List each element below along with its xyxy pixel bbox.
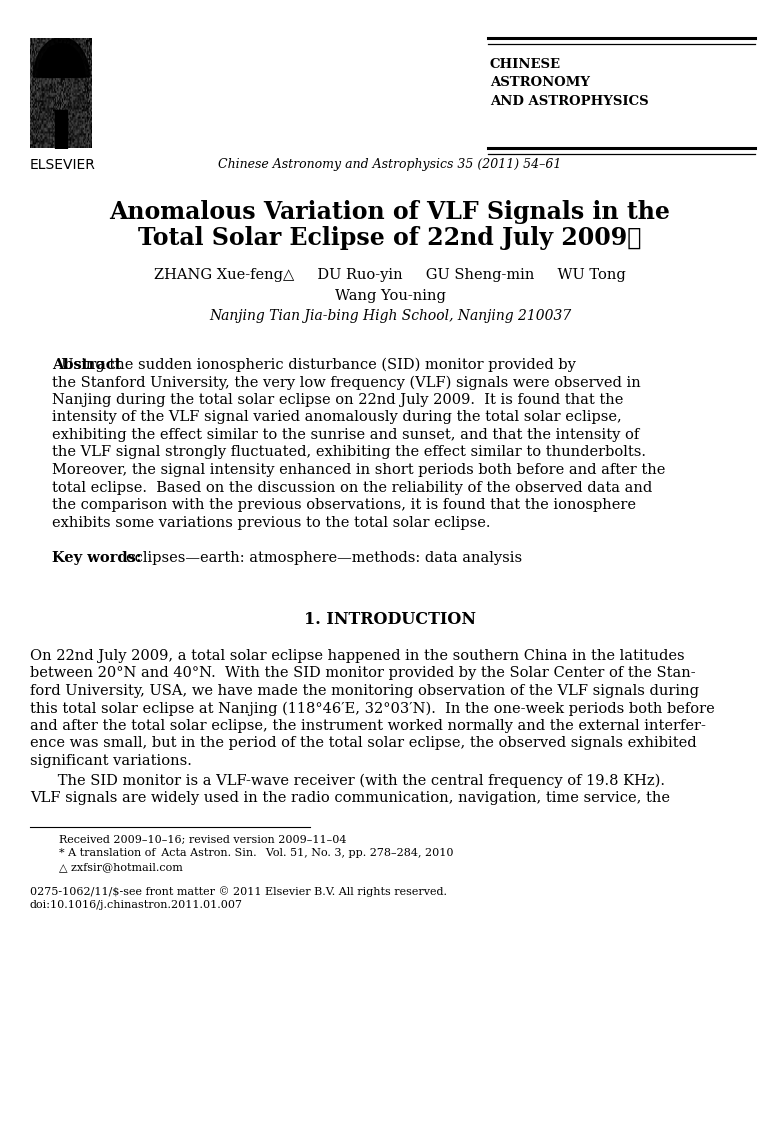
Text: ELSEVIER: ELSEVIER	[30, 158, 96, 172]
Text: 0275-1062/11/$-see front matter © 2011 Elsevier B.V. All rights reserved.: 0275-1062/11/$-see front matter © 2011 E…	[30, 887, 447, 897]
Text: Wang You-ning: Wang You-ning	[335, 289, 445, 303]
Text: exhibits some variations previous to the total solar eclipse.: exhibits some variations previous to the…	[52, 516, 491, 530]
Text: Anomalous Variation of VLF Signals in the: Anomalous Variation of VLF Signals in th…	[109, 200, 671, 225]
Text: Moreover, the signal intensity enhanced in short periods both before and after t: Moreover, the signal intensity enhanced …	[52, 463, 665, 477]
Text: ence was small, but in the period of the total solar eclipse, the observed signa: ence was small, but in the period of the…	[30, 736, 697, 751]
Text: the Stanford University, the very low frequency (VLF) signals were observed in: the Stanford University, the very low fr…	[52, 375, 640, 390]
Text: * A translation of  Acta Astron. Sin.   Vol. 51, No. 3, pp. 278–284, 2010: * A translation of Acta Astron. Sin. Vol…	[52, 848, 453, 858]
Text: this total solar eclipse at Nanjing (118°46′E, 32°03′N).  In the one-week period: this total solar eclipse at Nanjing (118…	[30, 702, 714, 716]
Text: The SID monitor is a VLF-wave receiver (with the central frequency of 19.8 KHz).: The SID monitor is a VLF-wave receiver (…	[30, 773, 665, 788]
Text: the comparison with the previous observations, it is found that the ionosphere: the comparison with the previous observa…	[52, 498, 636, 511]
Text: ZHANG Xue-feng△     DU Ruo-yin     GU Sheng-min     WU Tong: ZHANG Xue-feng△ DU Ruo-yin GU Sheng-min …	[154, 268, 626, 282]
Text: Using the sudden ionospheric disturbance (SID) monitor provided by: Using the sudden ionospheric disturbance…	[52, 358, 576, 372]
Text: VLF signals are widely used in the radio communication, navigation, time service: VLF signals are widely used in the radio…	[30, 792, 670, 805]
Text: between 20°N and 40°N.  With the SID monitor provided by the Solar Center of the: between 20°N and 40°N. With the SID moni…	[30, 667, 696, 680]
Text: 1. INTRODUCTION: 1. INTRODUCTION	[304, 611, 476, 628]
Text: Received 2009–10–16; revised version 2009–11–04: Received 2009–10–16; revised version 200…	[52, 835, 346, 845]
Text: △ zxfsir@hotmail.com: △ zxfsir@hotmail.com	[52, 863, 183, 872]
Text: CHINESE
ASTRONOMY
AND ASTROPHYSICS: CHINESE ASTRONOMY AND ASTROPHYSICS	[490, 58, 649, 108]
Text: total eclipse.  Based on the discussion on the reliability of the observed data : total eclipse. Based on the discussion o…	[52, 481, 652, 494]
Text: Chinese Astronomy and Astrophysics 35 (2011) 54–61: Chinese Astronomy and Astrophysics 35 (2…	[218, 158, 562, 171]
Text: Total Solar Eclipse of 22nd July 2009⋆: Total Solar Eclipse of 22nd July 2009⋆	[138, 226, 642, 249]
Text: eclipses—earth: atmosphere—methods: data analysis: eclipses—earth: atmosphere—methods: data…	[52, 551, 522, 565]
Text: doi:10.1016/j.chinastron.2011.01.007: doi:10.1016/j.chinastron.2011.01.007	[30, 900, 243, 911]
Text: exhibiting the effect similar to the sunrise and sunset, and that the intensity : exhibiting the effect similar to the sun…	[52, 428, 640, 442]
Text: Nanjing during the total solar eclipse on 22nd July 2009.  It is found that the: Nanjing during the total solar eclipse o…	[52, 393, 623, 407]
Text: the VLF signal strongly fluctuated, exhibiting the effect similar to thunderbolt: the VLF signal strongly fluctuated, exhi…	[52, 446, 646, 459]
Text: Key words:: Key words:	[52, 551, 141, 565]
Text: and after the total solar eclipse, the instrument worked normally and the extern: and after the total solar eclipse, the i…	[30, 719, 706, 733]
Text: Nanjing Tian Jia-bing High School, Nanjing 210037: Nanjing Tian Jia-bing High School, Nanji…	[209, 308, 571, 323]
Text: Abstract: Abstract	[52, 358, 122, 372]
Text: ford University, USA, we have made the monitoring observation of the VLF signals: ford University, USA, we have made the m…	[30, 684, 699, 699]
Text: significant variations.: significant variations.	[30, 754, 192, 768]
Text: On 22nd July 2009, a total solar eclipse happened in the southern China in the l: On 22nd July 2009, a total solar eclipse…	[30, 649, 685, 663]
Text: intensity of the VLF signal varied anomalously during the total solar eclipse,: intensity of the VLF signal varied anoma…	[52, 411, 622, 424]
